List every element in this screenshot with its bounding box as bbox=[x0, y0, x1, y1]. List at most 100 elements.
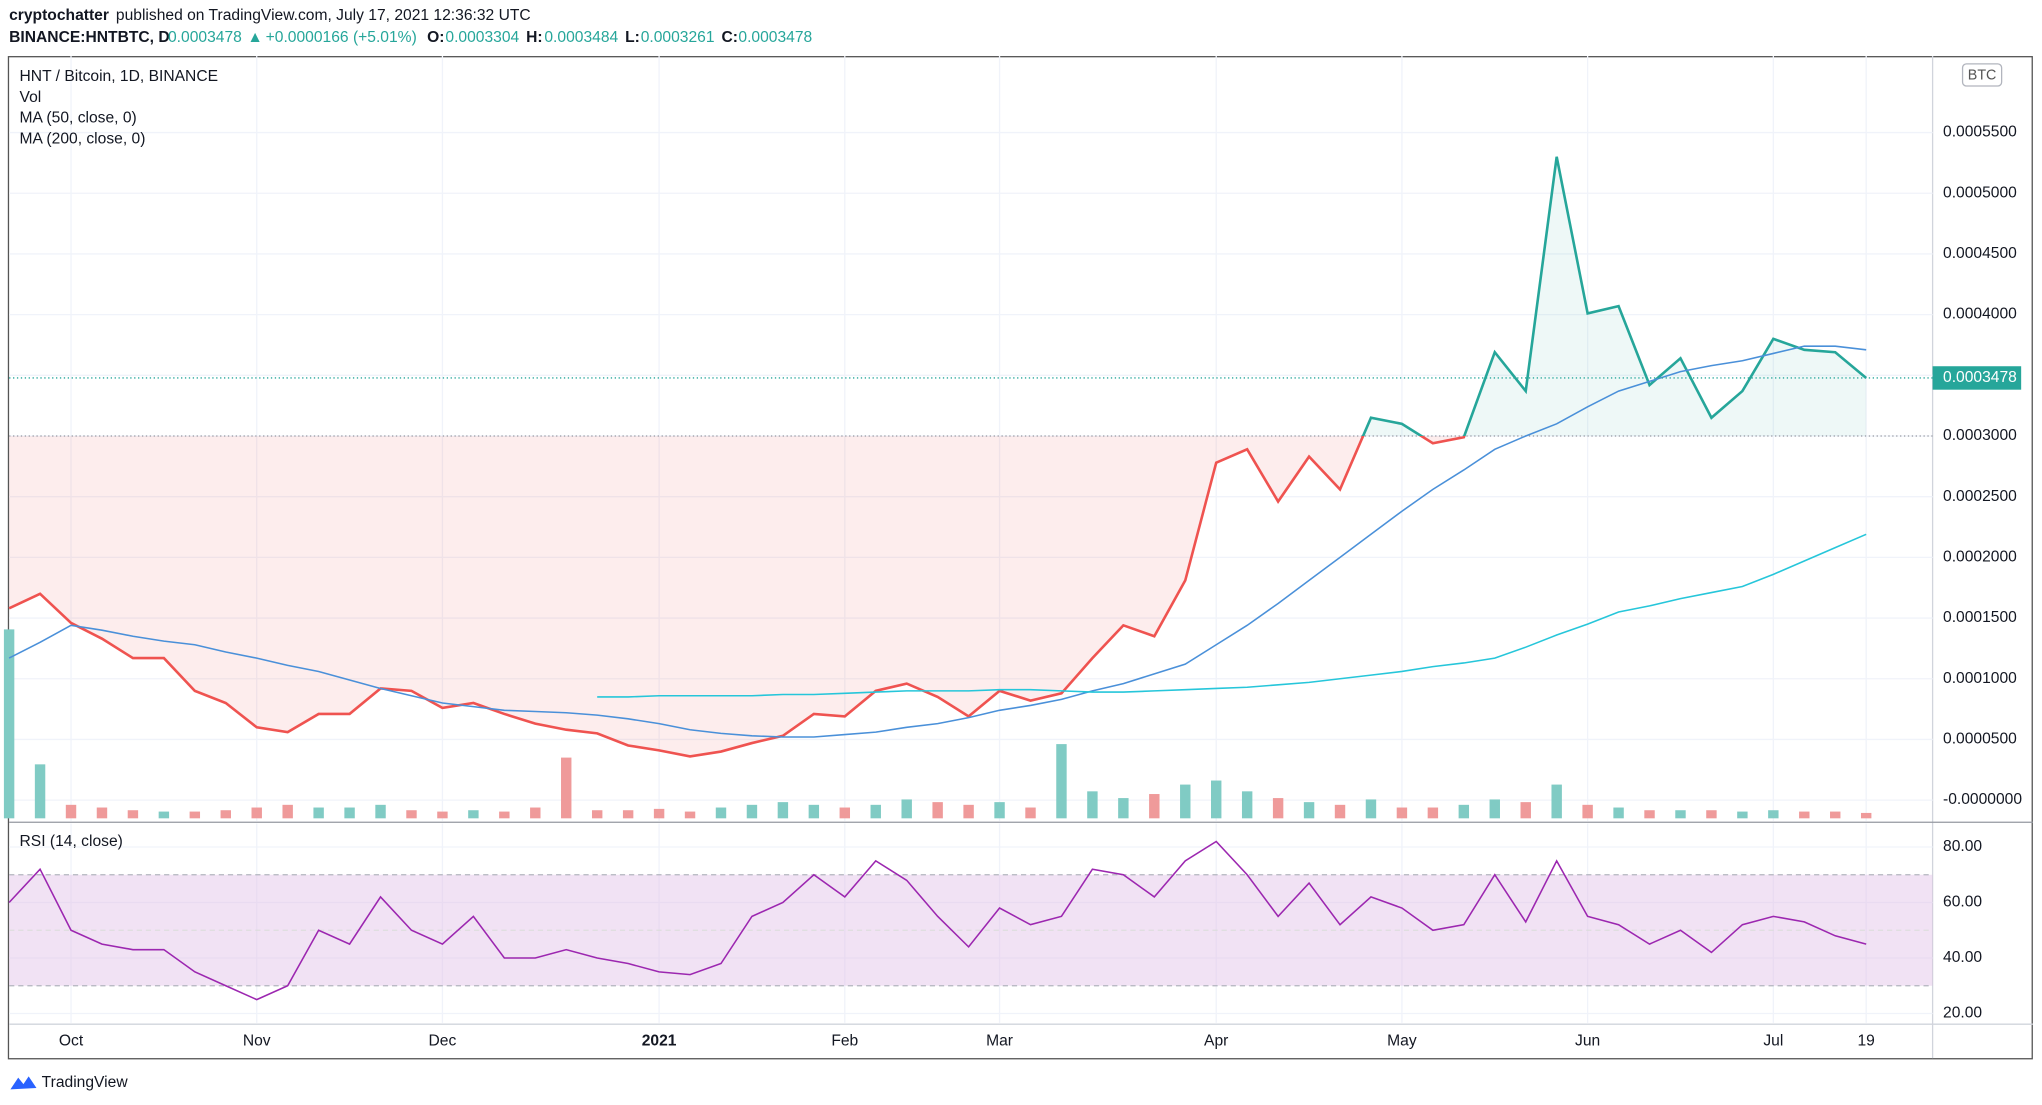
volume-bar bbox=[561, 757, 572, 819]
volume-bar bbox=[1272, 798, 1284, 819]
brand-logo bbox=[10, 1076, 37, 1090]
volume-bar bbox=[1180, 784, 1191, 819]
volume-bar bbox=[1241, 791, 1253, 819]
volume-bar bbox=[1675, 810, 1686, 819]
change: +0.0000166 (+5.01%) bbox=[266, 29, 417, 46]
volume-bar bbox=[1396, 807, 1408, 819]
volume-bar bbox=[1334, 804, 1346, 819]
legend-title: HNT / Bitcoin, 1D, BINANCE bbox=[20, 68, 219, 85]
volume-bar bbox=[1211, 780, 1222, 819]
volume-bar bbox=[220, 810, 231, 819]
currency-badge bbox=[1961, 63, 2003, 87]
volume-bar bbox=[901, 799, 912, 819]
legend-ma200: MA (200, close, 0) bbox=[20, 131, 146, 148]
brand: TradingView bbox=[42, 1074, 129, 1091]
high: 0.0003484 bbox=[544, 29, 618, 46]
volume-bar bbox=[344, 807, 355, 819]
volume-bar bbox=[1860, 812, 1872, 819]
volume-bar bbox=[437, 811, 448, 819]
x-tick-label: Jun bbox=[1575, 1032, 1600, 1049]
rsi-tick-label: 20.00 bbox=[1943, 1005, 1982, 1022]
volume-bar bbox=[932, 802, 943, 819]
volume-bar bbox=[746, 804, 758, 819]
rsi-tick-label: 60.00 bbox=[1943, 894, 1982, 911]
ma-line bbox=[8, 345, 1867, 738]
x-tick-label: May bbox=[1387, 1032, 1417, 1049]
volume-bar bbox=[777, 802, 789, 819]
volume-bar bbox=[622, 810, 634, 819]
legend-ma50: MA (50, close, 0) bbox=[20, 110, 137, 127]
rsi-legend: RSI (14, close) bbox=[20, 833, 123, 850]
y-tick-label: 0.0002000 bbox=[1943, 548, 2017, 565]
volume-bar bbox=[65, 804, 77, 819]
frame bbox=[7, 56, 2033, 1060]
volume-bar bbox=[1582, 804, 1593, 819]
volume-bar bbox=[530, 807, 541, 819]
price-line-below bbox=[8, 435, 1466, 758]
volume-bar bbox=[1644, 810, 1655, 819]
volume-bar bbox=[715, 807, 727, 819]
y-tick-label: 0.0004000 bbox=[1943, 306, 2017, 323]
volume-bar bbox=[313, 807, 324, 819]
open: 0.0003304 bbox=[445, 29, 519, 46]
x-tick-label: Oct bbox=[59, 1032, 84, 1049]
volume-bar bbox=[1149, 794, 1160, 819]
y-tick-label: 0.0001500 bbox=[1943, 609, 2017, 626]
baseline-fill-below bbox=[9, 435, 1465, 757]
volume-bar bbox=[375, 804, 386, 819]
volume-bar bbox=[839, 807, 851, 819]
volume-bar bbox=[499, 811, 510, 819]
volume-bar bbox=[1365, 799, 1377, 819]
volume-bar bbox=[1056, 744, 1067, 819]
volume-bar bbox=[1427, 807, 1439, 819]
currency: BTC bbox=[1968, 67, 1997, 83]
volume-bar bbox=[1706, 810, 1717, 819]
volume-bar bbox=[963, 804, 974, 819]
volume-bar bbox=[468, 810, 479, 819]
last-price-box bbox=[1932, 366, 2022, 390]
y-tick-label: 0.0000500 bbox=[1943, 731, 2017, 748]
rsi-tick-label: 80.00 bbox=[1943, 838, 1982, 855]
volume-bar bbox=[127, 810, 139, 819]
volume-bar bbox=[34, 764, 46, 819]
y-tick-label: 0.0002500 bbox=[1943, 488, 2017, 505]
volume-bar bbox=[282, 804, 293, 819]
low: 0.0003261 bbox=[641, 29, 715, 46]
volume-bar bbox=[1830, 811, 1841, 819]
volume-bar bbox=[96, 807, 108, 819]
x-tick-label: Mar bbox=[986, 1032, 1013, 1049]
y-tick-label: -0.0000000 bbox=[1943, 791, 2022, 808]
y-tick-label: 0.0003000 bbox=[1943, 427, 2017, 444]
volume-bar bbox=[684, 811, 696, 819]
x-tick-label: Dec bbox=[429, 1032, 457, 1049]
volume-bar bbox=[406, 810, 417, 819]
low-label: L: bbox=[625, 29, 640, 46]
volume-bar bbox=[1303, 802, 1315, 819]
arrow: ▲ bbox=[247, 29, 262, 46]
legend-vol: Vol bbox=[20, 89, 42, 106]
y-tick-label: 0.0005500 bbox=[1943, 124, 2017, 141]
x-tick-label: Apr bbox=[1204, 1032, 1228, 1049]
volume-bar bbox=[1737, 811, 1748, 819]
plot: -0.0000000 0.0000500 0.0001000 0.0001500 0.0… bbox=[3, 56, 2022, 1049]
volume-bar bbox=[1520, 802, 1531, 819]
high-label: H: bbox=[526, 29, 542, 46]
volume-bar bbox=[189, 811, 201, 819]
volume-bar bbox=[591, 810, 603, 819]
price-line-above bbox=[1361, 156, 1868, 436]
volume-bar bbox=[1118, 798, 1129, 819]
volume-bar bbox=[994, 802, 1005, 819]
x-tick-label: Feb bbox=[831, 1032, 858, 1049]
volume-bar bbox=[808, 804, 820, 819]
volume-bar bbox=[1551, 784, 1562, 819]
rsi-line bbox=[8, 840, 1867, 1001]
author: cryptochatter bbox=[9, 7, 109, 24]
volume-bar bbox=[1799, 811, 1810, 819]
open-label: O: bbox=[427, 29, 444, 46]
ma-line bbox=[597, 533, 1867, 698]
volume-bar bbox=[158, 811, 170, 819]
last-price-label: 0.0003478 bbox=[1943, 369, 2017, 386]
volume-bar bbox=[653, 808, 665, 819]
